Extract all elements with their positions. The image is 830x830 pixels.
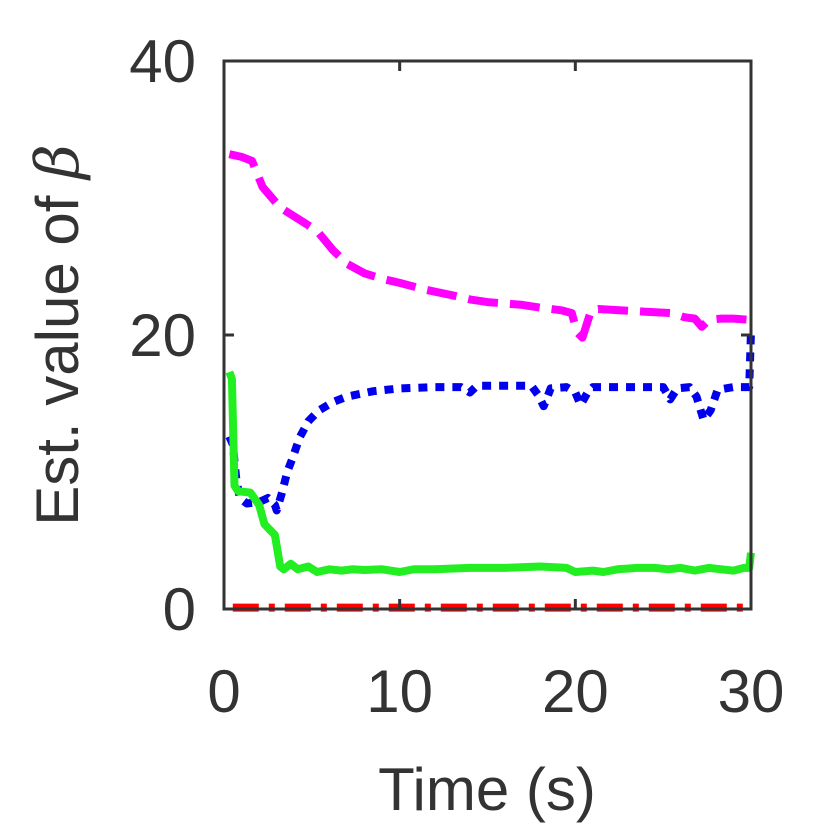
x-tick-label: 20 [542,658,609,725]
y-axis-label-symbol: β [23,144,93,181]
x-tick-label: 10 [366,658,433,725]
y-axis-label-prefix: Est. value of [24,179,91,526]
x-tick-label: 30 [718,658,785,725]
y-tick-label: 40 [129,28,196,95]
ticks-layer: 0 10 20 30 0 20 40 [129,28,784,725]
y-axis-label: Est. value of β [23,144,93,526]
plot-area-frame [222,59,753,611]
series-line-green-solid [225,370,755,576]
series-line-magenta-dashed [228,150,752,342]
x-axis-label: Time (s) [378,756,596,823]
y-tick-label: 20 [129,302,196,369]
series-layer [225,150,755,612]
x-tick-label: 0 [207,658,240,725]
series-line-blue-dotted [225,330,755,515]
y-tick-label: 0 [163,576,196,643]
